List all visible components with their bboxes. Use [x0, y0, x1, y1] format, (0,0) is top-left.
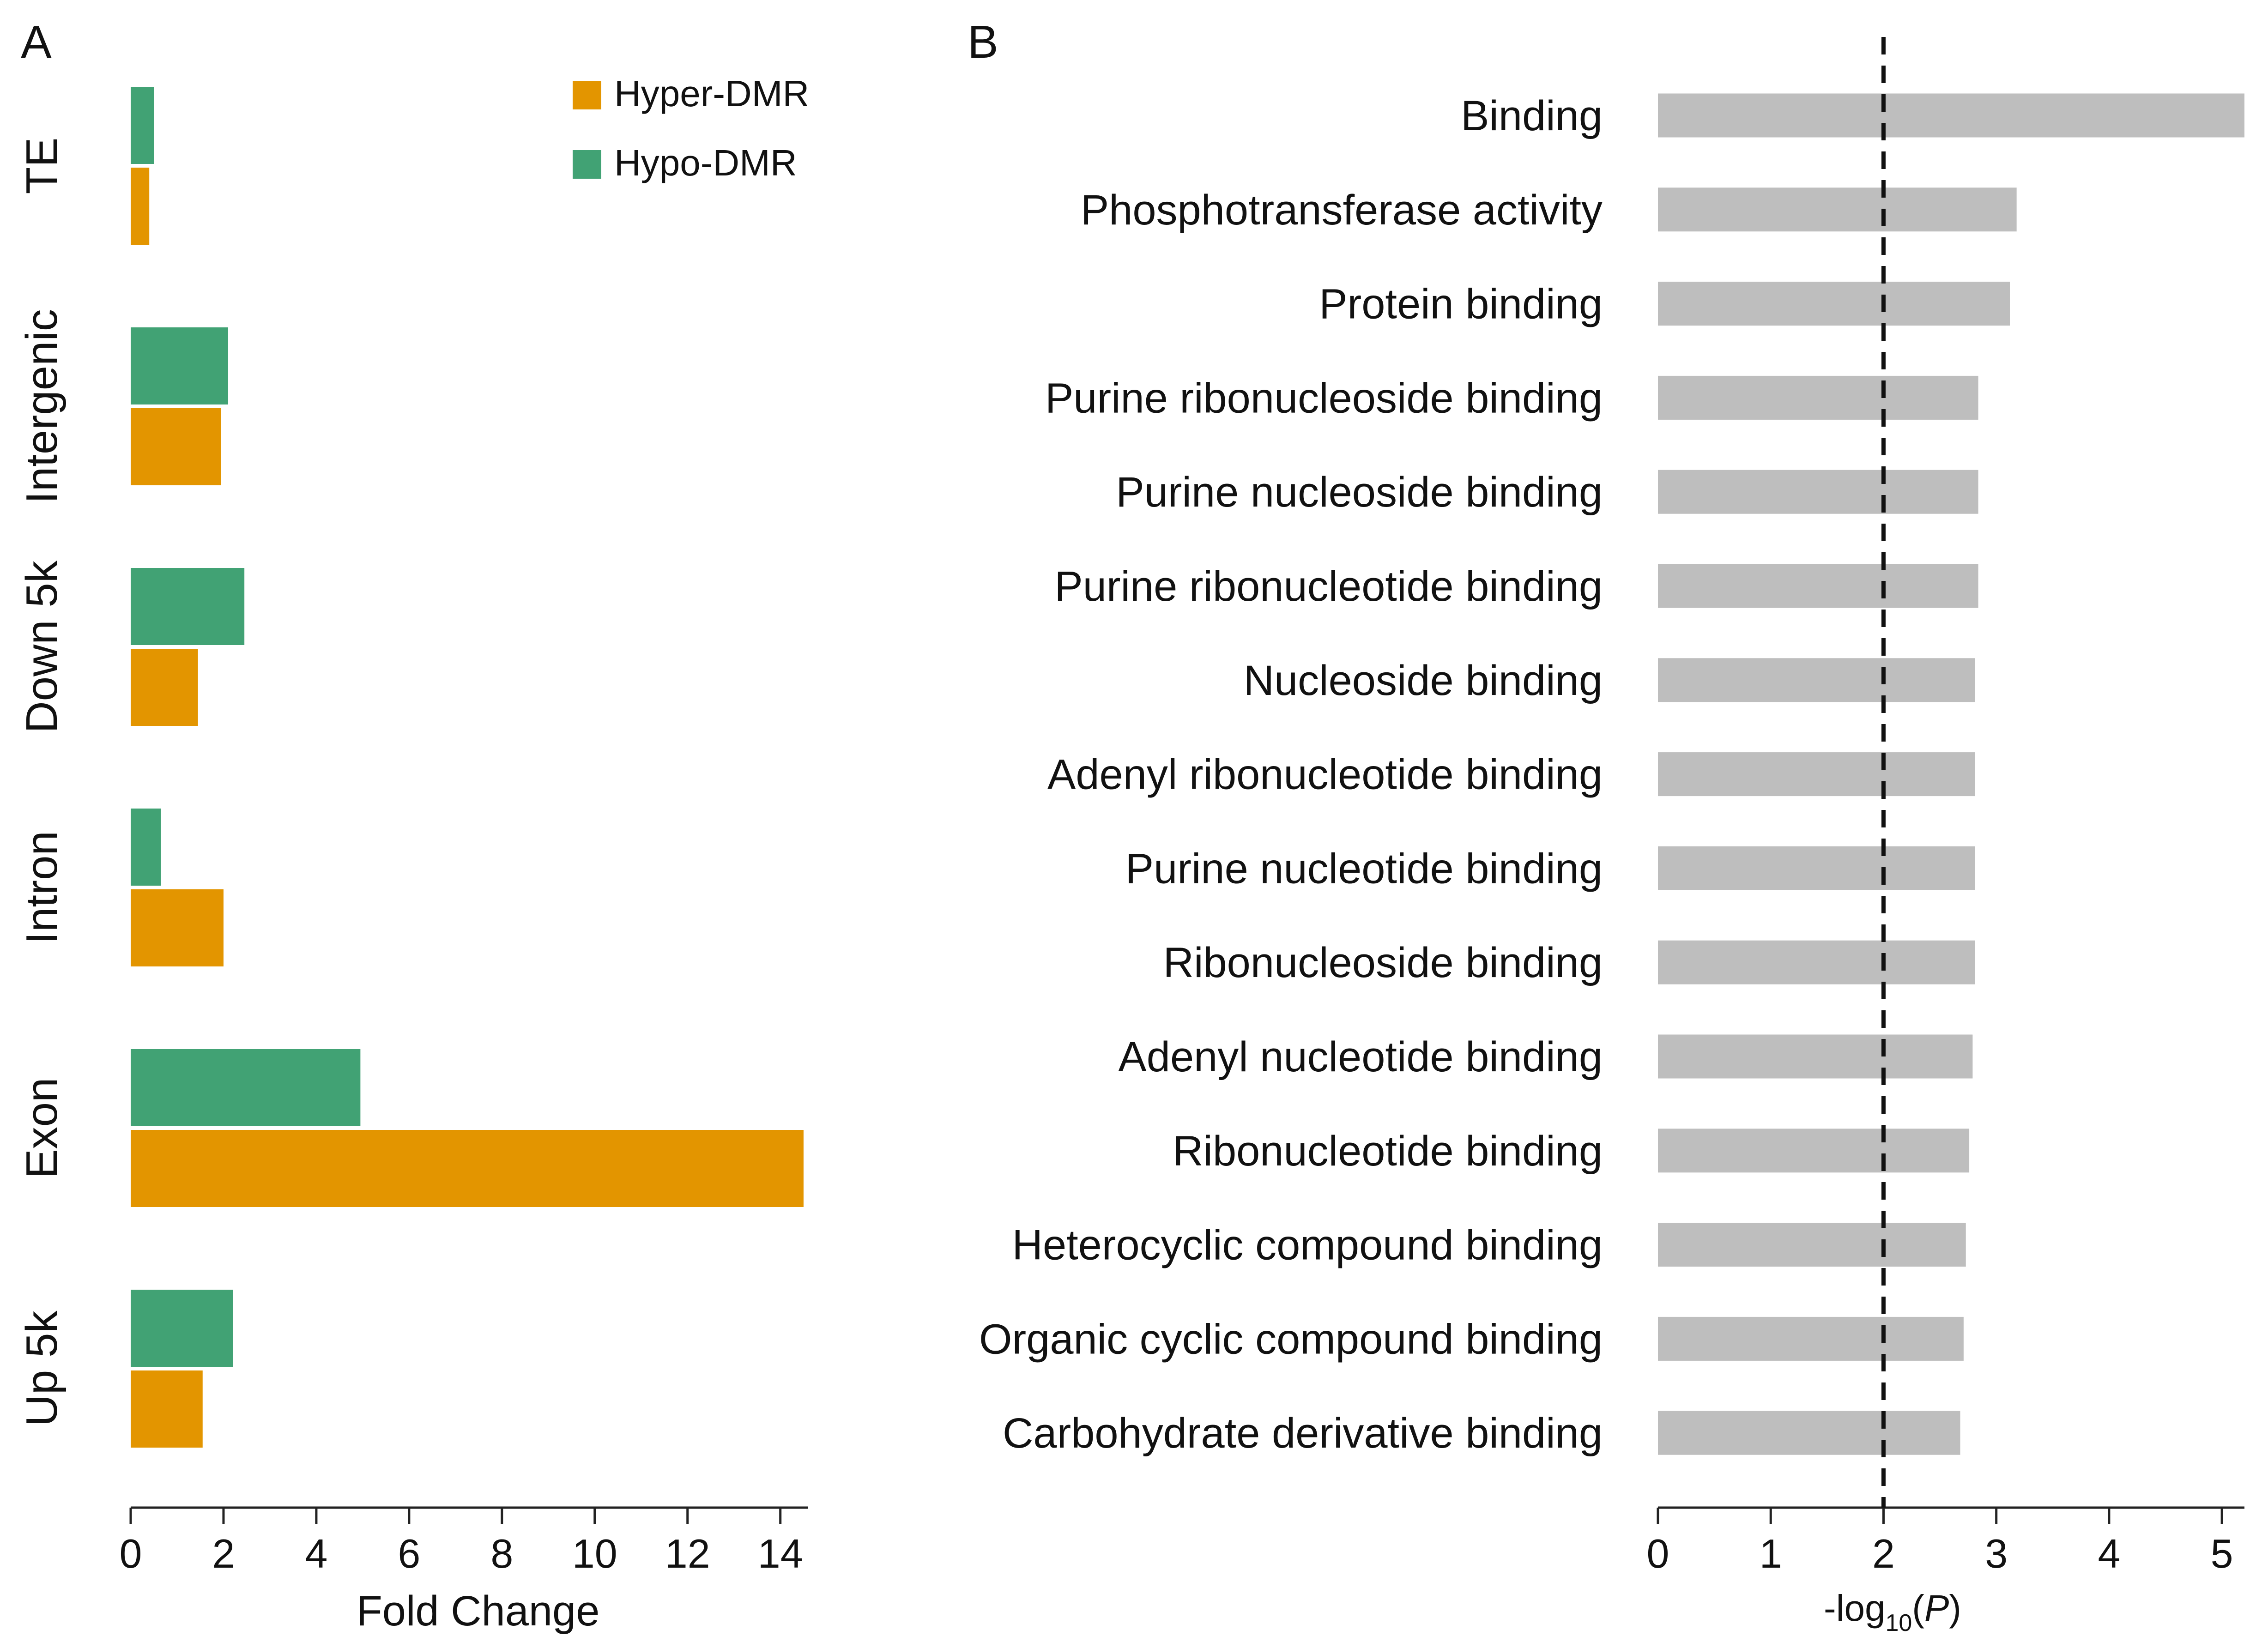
legend-swatch-hypo-dmr — [573, 150, 601, 179]
x-tick-label: 4 — [305, 1531, 327, 1576]
bar-hyper-dmr-intergenic — [131, 408, 221, 485]
panel-a-x-axis-title: Fold Change — [357, 1588, 600, 1635]
bar-hypo-dmr-down-5k — [131, 568, 245, 645]
bar-protein-binding — [1658, 282, 2010, 326]
bar-phosphotransferase-activity — [1658, 187, 2017, 232]
bar-adenyl-nucleotide-binding — [1658, 1034, 1973, 1079]
bar-purine-ribonucleoside-binding — [1658, 375, 1978, 420]
category-label-ribonucleoside-binding: Ribonucleoside binding — [1163, 939, 1603, 986]
bar-adenyl-ribonucleotide-binding — [1658, 752, 1975, 797]
bar-hypo-dmr-up-5k — [131, 1290, 233, 1367]
bar-heterocyclic-compound-binding — [1658, 1223, 1966, 1267]
category-label-purine-ribonucleotide-binding: Purine ribonucleotide binding — [1054, 563, 1603, 610]
bar-purine-ribonucleotide-binding — [1658, 564, 1978, 608]
bar-hypo-dmr-intergenic — [131, 327, 229, 404]
category-label-adenyl-nucleotide-binding: Adenyl nucleotide binding — [1118, 1033, 1603, 1081]
category-label-carbohydrate-derivative-binding: Carbohydrate derivative binding — [1003, 1410, 1603, 1457]
category-label-organic-cyclic-compound-binding: Organic cyclic compound binding — [979, 1316, 1603, 1363]
category-label-adenyl-ribonucleotide-binding: Adenyl ribonucleotide binding — [1047, 751, 1603, 798]
category-label-purine-nucleoside-binding: Purine nucleoside binding — [1116, 469, 1603, 516]
x-tick-label: 1 — [1760, 1531, 1782, 1576]
category-label-heterocyclic-compound-binding: Heterocyclic compound binding — [1012, 1222, 1603, 1269]
category-label-purine-nucleotide-binding: Purine nucleotide binding — [1125, 845, 1603, 892]
bar-nucleoside-binding — [1658, 658, 1975, 702]
category-label-intergenic: Intergenic — [17, 309, 67, 504]
panel-b-x-axis-title: -log10(P) — [1824, 1588, 1961, 1636]
x-tick-label: 2 — [1872, 1531, 1895, 1576]
category-label-down-5k: Down 5k — [17, 560, 67, 733]
x-tick-label: 10 — [572, 1531, 617, 1576]
panel-b: B Binding Phosphotransferase activity Prot… — [968, 16, 2244, 1636]
bar-ribonucleotide-binding — [1658, 1129, 1970, 1173]
category-label-intron: Intron — [17, 831, 67, 944]
panel-a-bars — [131, 87, 804, 1448]
legend-label-hypo-dmr: Hypo-DMR — [614, 142, 797, 183]
x-tick-label: 3 — [1985, 1531, 2008, 1576]
panel-a-category-labels: TE Intergenic Down 5k Intron Exon Up 5k — [17, 138, 67, 1427]
category-label-up-5k: Up 5k — [17, 1310, 67, 1427]
category-label-ribonucleotide-binding: Ribonucleotide binding — [1173, 1128, 1603, 1175]
category-label-purine-ribonucleoside-binding: Purine ribonucleoside binding — [1045, 374, 1603, 422]
category-label-phosphotransferase-activity: Phosphotransferase activity — [1081, 187, 1603, 234]
x-tick-label: 5 — [2211, 1531, 2233, 1576]
panel-b-x-ticks: 0 1 2 3 4 5 — [1647, 1508, 2233, 1576]
panel-b-bars — [1658, 93, 2244, 1455]
x-tick-label: 14 — [758, 1531, 803, 1576]
bar-purine-nucleoside-binding — [1658, 470, 1978, 514]
x-tick-label: 12 — [665, 1531, 710, 1576]
bar-carbohydrate-derivative-binding — [1658, 1411, 1960, 1455]
panel-a-x-ticks: 0 2 4 6 8 10 12 14 — [120, 1508, 803, 1576]
legend-label-hyper-dmr: Hyper-DMR — [614, 73, 809, 114]
x-axis-title-subscript: 10 — [1885, 1610, 1912, 1636]
x-axis-title-close-paren: ) — [1949, 1588, 1961, 1629]
category-label-nucleoside-binding: Nucleoside binding — [1244, 657, 1603, 704]
bar-hyper-dmr-intron — [131, 889, 224, 966]
category-label-exon: Exon — [17, 1078, 67, 1179]
bar-hypo-dmr-te — [131, 87, 154, 164]
x-tick-label: 0 — [1647, 1531, 1669, 1576]
panel-label-a: A — [21, 16, 52, 68]
category-label-te: TE — [17, 138, 67, 194]
panel-b-category-labels: Binding Phosphotransferase activity Protei… — [979, 92, 1603, 1457]
x-tick-label: 6 — [398, 1531, 420, 1576]
x-tick-label: 0 — [120, 1531, 142, 1576]
x-tick-label: 2 — [212, 1531, 235, 1576]
x-tick-label: 8 — [490, 1531, 513, 1576]
bar-organic-cyclic-compound-binding — [1658, 1316, 1964, 1361]
bar-hyper-dmr-down-5k — [131, 649, 198, 726]
x-axis-title-log: -log — [1824, 1588, 1885, 1629]
bar-ribonucleoside-binding — [1658, 940, 1975, 984]
category-label-protein-binding: Protein binding — [1319, 281, 1603, 328]
bar-hypo-dmr-intron — [131, 809, 161, 886]
panel-a-legend: Hyper-DMR Hypo-DMR — [573, 73, 809, 183]
bar-hypo-dmr-exon — [131, 1049, 361, 1126]
bar-hyper-dmr-exon — [131, 1130, 804, 1207]
category-label-binding: Binding — [1461, 92, 1603, 139]
x-axis-title-open-paren: ( — [1912, 1588, 1924, 1629]
x-axis-title-variable: P — [1924, 1588, 1949, 1629]
legend-swatch-hyper-dmr — [573, 81, 601, 109]
panel-label-b: B — [968, 16, 998, 68]
bar-binding — [1658, 93, 2244, 138]
bar-hyper-dmr-te — [131, 168, 150, 245]
bar-hyper-dmr-up-5k — [131, 1370, 203, 1448]
bar-purine-nucleotide-binding — [1658, 846, 1975, 890]
x-tick-label: 4 — [2098, 1531, 2120, 1576]
panel-a: A TE Intergenic Down 5k Intron Exon Up 5k 0 2 4… — [17, 16, 809, 1635]
